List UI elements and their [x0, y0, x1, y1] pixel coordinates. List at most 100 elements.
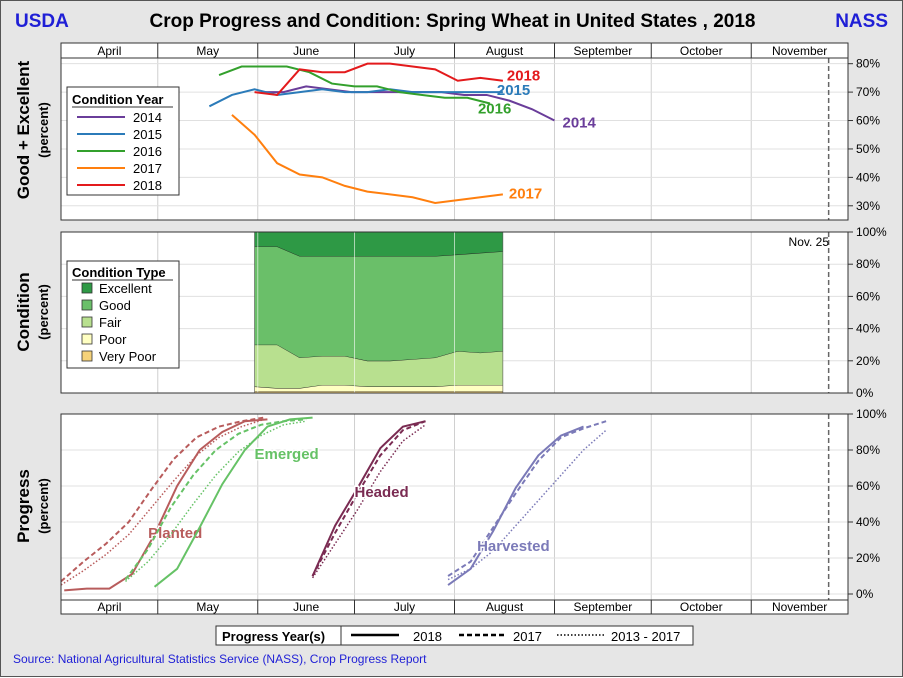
axis-labels: Good + Excellent (percent) Condition (pe…: [14, 60, 829, 542]
top-month-may: May: [196, 44, 219, 58]
cond-ysub: (percent): [36, 284, 51, 340]
legend-condition-year: Condition Year 2014 2015 2016 2017 2018: [66, 86, 180, 196]
chart-title: Crop Progress and Condition: Spring Whea…: [149, 11, 756, 32]
axes: 80% 70% 60% 50% 40% 30% 100% 80% 60% 40% 20% 0% 100%…: [60, 57, 887, 601]
top-month-august: August: [486, 44, 524, 58]
legend-swatch-excellent: [81, 282, 93, 294]
prog-line-headed-dashed: [311, 420, 426, 577]
cond-area-excellent: [254, 232, 503, 257]
ge-tick-label: 60%: [856, 114, 880, 128]
prog-line-planted-dashed: [60, 416, 265, 583]
ge-tick-label: 40%: [856, 170, 880, 184]
legend-label-good: Good: [99, 298, 131, 313]
prog-line-planted-solid: [64, 418, 268, 592]
prog-tick-label: 20%: [856, 551, 880, 565]
nass-logo: NASS: [835, 11, 888, 32]
prog-tick-label: 60%: [856, 479, 880, 493]
top-month-june: June: [293, 44, 319, 58]
legend-label-solid: 2018: [413, 629, 442, 644]
cond-tick-label: 20%: [856, 354, 880, 368]
prog-line-headed-solid: [311, 420, 426, 577]
legend-label-2016: 2016: [133, 144, 162, 159]
ge-tick-label: 30%: [856, 199, 880, 213]
cond-panel-border: [60, 231, 849, 394]
ge-ylabel: Good + Excellent: [14, 60, 33, 199]
prog-line-harvested-dashed: [447, 420, 607, 577]
prog-tick-label: 0%: [856, 587, 874, 601]
bottom-month-november: November: [772, 600, 827, 614]
ge-end-label-2014: 2014: [562, 115, 596, 132]
prog-ylabel: Progress: [14, 469, 33, 543]
usda-logo: USDA: [15, 11, 69, 32]
legend-label-2018: 2018: [133, 178, 162, 193]
ge-end-label-2016: 2016: [478, 100, 511, 117]
ge-tick-label: 50%: [856, 142, 880, 156]
prog-label-emerged: Emerged: [255, 446, 319, 463]
top-month-october: October: [680, 44, 723, 58]
legend-label-excellent: Excellent: [99, 281, 152, 296]
top-month-july: July: [394, 44, 415, 58]
ge-panel-border: [60, 57, 849, 221]
legend-title: Condition Year: [72, 92, 164, 107]
prog-panel-border: [60, 413, 849, 601]
bottom-month-may: May: [196, 600, 219, 614]
legend-label-very-poor: Very Poor: [99, 349, 157, 364]
legend-label-dashed: 2017: [513, 629, 542, 644]
prog-tick-label: 100%: [856, 407, 887, 421]
top-month-november: November: [772, 44, 827, 58]
bottom-month-august: August: [486, 600, 524, 614]
ge-line-2015: [208, 88, 503, 108]
prog-ysub: (percent): [36, 478, 51, 534]
cond-tick-label: 100%: [856, 225, 887, 239]
cond-tick-label: 0%: [856, 386, 874, 400]
cond-tick-label: 80%: [856, 257, 880, 271]
prog-tick-label: 80%: [856, 443, 880, 457]
cond-tick-label: 60%: [856, 289, 880, 303]
prog-line-headed-dotted: [311, 424, 426, 579]
ge-end-label-2017: 2017: [509, 185, 542, 202]
legend-box: [66, 86, 180, 196]
legend-swatch-poor: [81, 333, 93, 345]
top-month-september: September: [574, 44, 633, 58]
ge-tick-label: 80%: [856, 57, 880, 71]
data-marks: 20142015201620172018PlantedEmergedHeaded…: [60, 62, 607, 592]
legend-title: Condition Type: [72, 265, 166, 280]
legend-title: Progress Year(s): [222, 629, 325, 644]
ge-end-label-2015: 2015: [497, 82, 530, 99]
prog-label-planted: Planted: [148, 525, 202, 542]
bottom-month-april: April: [97, 600, 121, 614]
ge-tick-label: 70%: [856, 85, 880, 99]
legend-swatch-good: [81, 299, 93, 311]
prog-label-headed: Headed: [355, 484, 409, 501]
ge-line-2017: [231, 114, 504, 204]
legend-label-poor: Poor: [99, 332, 127, 347]
cond-area-fair: [254, 344, 503, 389]
legend-progress-years: Progress Year(s) 2018 2017 2013 - 2017: [215, 625, 694, 646]
legend-label-fair: Fair: [99, 315, 122, 330]
prog-tick-label: 40%: [856, 515, 880, 529]
prog-line-emerged-dashed: [124, 418, 307, 581]
prog-line-planted-dotted: [60, 418, 265, 586]
top-month-april: April: [97, 44, 121, 58]
date-note: Nov. 25: [789, 235, 830, 249]
legend-label-2015: 2015: [133, 127, 162, 142]
ge-line-2016: [218, 65, 491, 105]
ge-end-label-2018: 2018: [507, 68, 540, 85]
cond-area-good: [254, 246, 503, 361]
cond-tick-label: 40%: [856, 322, 880, 336]
legend-box: [215, 625, 694, 646]
legend-label-2017: 2017: [133, 161, 162, 176]
ge-ysub: (percent): [36, 102, 51, 158]
cond-ylabel: Condition: [14, 272, 33, 351]
legend-swatch-very-poor: [81, 350, 93, 362]
bottom-month-september: September: [574, 600, 633, 614]
bottom-month-july: July: [394, 600, 415, 614]
legend-label-dotted: 2013 - 2017: [611, 629, 680, 644]
legends: Condition Year 2014 2015 2016 2017 2018 Condit…: [66, 86, 694, 646]
source-note: Source: National Agricultural Statistics…: [13, 652, 427, 666]
cond-area-poor: [254, 384, 503, 392]
legend-box: [66, 260, 180, 369]
prog-label-harvested: Harvested: [477, 538, 550, 555]
